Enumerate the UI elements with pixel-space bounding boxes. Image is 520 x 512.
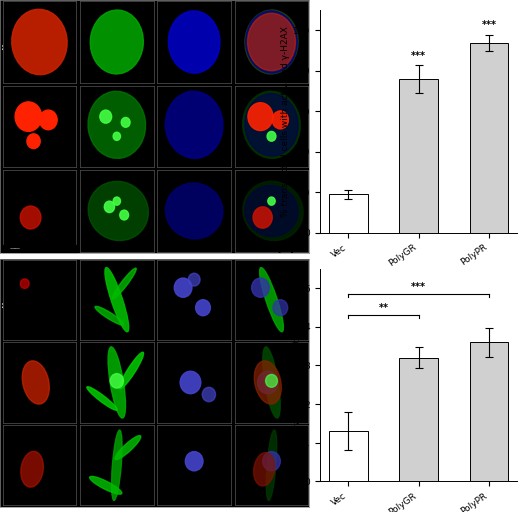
Text: FLAG: FLAG bbox=[29, 8, 49, 14]
Ellipse shape bbox=[259, 268, 283, 332]
Circle shape bbox=[27, 134, 40, 148]
Circle shape bbox=[180, 371, 201, 394]
Circle shape bbox=[120, 210, 128, 220]
Ellipse shape bbox=[243, 91, 300, 158]
Ellipse shape bbox=[95, 306, 124, 325]
Ellipse shape bbox=[254, 453, 275, 486]
Circle shape bbox=[100, 110, 112, 123]
Circle shape bbox=[273, 300, 288, 316]
Ellipse shape bbox=[115, 436, 141, 460]
Ellipse shape bbox=[90, 10, 144, 74]
Circle shape bbox=[20, 279, 29, 288]
Ellipse shape bbox=[245, 11, 297, 73]
Circle shape bbox=[257, 371, 278, 394]
Ellipse shape bbox=[266, 430, 277, 500]
Text: PolyGR: PolyGR bbox=[3, 370, 8, 395]
Y-axis label: % of transfected cells with γ-H2AX: % of transfected cells with γ-H2AX bbox=[293, 296, 302, 454]
Ellipse shape bbox=[254, 361, 281, 404]
Ellipse shape bbox=[245, 10, 298, 74]
Ellipse shape bbox=[168, 11, 220, 73]
Circle shape bbox=[121, 117, 130, 127]
Circle shape bbox=[185, 452, 203, 471]
Text: γ-H2AX: γ-H2AX bbox=[103, 266, 129, 271]
Ellipse shape bbox=[88, 181, 148, 241]
Bar bbox=[329, 431, 368, 481]
Circle shape bbox=[40, 110, 57, 130]
Circle shape bbox=[252, 278, 269, 297]
Text: Poly-PR: Poly-PR bbox=[3, 113, 8, 140]
Ellipse shape bbox=[243, 181, 303, 241]
Text: ***: *** bbox=[482, 20, 497, 31]
Circle shape bbox=[174, 278, 192, 297]
Circle shape bbox=[113, 132, 121, 140]
Text: (c): (c) bbox=[2, 261, 18, 271]
Ellipse shape bbox=[165, 183, 223, 239]
Ellipse shape bbox=[108, 347, 125, 418]
Bar bbox=[329, 195, 368, 233]
Circle shape bbox=[20, 206, 41, 229]
Circle shape bbox=[272, 111, 289, 129]
Text: (b): (b) bbox=[276, 0, 297, 2]
Bar bbox=[470, 342, 509, 481]
Circle shape bbox=[110, 374, 123, 388]
Circle shape bbox=[248, 103, 273, 131]
Ellipse shape bbox=[112, 268, 136, 299]
Circle shape bbox=[113, 197, 121, 205]
Text: (d): (d) bbox=[276, 242, 297, 255]
Ellipse shape bbox=[245, 94, 298, 156]
Text: Poly-GR: Poly-GR bbox=[3, 197, 8, 224]
Circle shape bbox=[268, 197, 275, 205]
Ellipse shape bbox=[105, 268, 129, 332]
Text: MERGE: MERGE bbox=[258, 266, 283, 271]
Text: MERGE: MERGE bbox=[257, 8, 284, 14]
Circle shape bbox=[263, 452, 280, 471]
Ellipse shape bbox=[87, 387, 117, 410]
Ellipse shape bbox=[245, 185, 298, 237]
Ellipse shape bbox=[165, 91, 223, 158]
Ellipse shape bbox=[120, 352, 144, 389]
Text: FLAG: FLAG bbox=[30, 266, 48, 271]
Circle shape bbox=[15, 102, 42, 132]
Ellipse shape bbox=[89, 476, 122, 494]
Bar bbox=[470, 42, 509, 233]
Text: ***: *** bbox=[411, 282, 426, 292]
Text: γ-H2AX: γ-H2AX bbox=[101, 8, 131, 14]
Text: (a): (a) bbox=[2, 3, 19, 12]
Ellipse shape bbox=[21, 452, 43, 487]
Circle shape bbox=[196, 300, 211, 316]
Ellipse shape bbox=[22, 361, 49, 404]
Text: Vec: Vec bbox=[3, 294, 8, 307]
Circle shape bbox=[188, 273, 200, 286]
Circle shape bbox=[253, 207, 272, 228]
Text: ***: *** bbox=[411, 51, 426, 61]
Y-axis label: % transfected cells with activated γ-H2AX: % transfected cells with activated γ-H2A… bbox=[281, 26, 290, 217]
Text: **: ** bbox=[379, 303, 388, 313]
Circle shape bbox=[267, 132, 276, 141]
Ellipse shape bbox=[112, 430, 122, 500]
Ellipse shape bbox=[248, 13, 295, 71]
Text: ——: —— bbox=[10, 246, 21, 251]
Circle shape bbox=[202, 387, 215, 402]
Ellipse shape bbox=[12, 9, 67, 75]
Ellipse shape bbox=[263, 347, 280, 418]
Text: HOECHST: HOECHST bbox=[177, 266, 210, 271]
Ellipse shape bbox=[88, 91, 146, 158]
Text: PolyPR: PolyPR bbox=[3, 453, 8, 477]
Bar bbox=[399, 79, 438, 233]
Text: Vec: Vec bbox=[3, 37, 8, 49]
Circle shape bbox=[105, 201, 114, 212]
Bar bbox=[399, 358, 438, 481]
Text: DAPI: DAPI bbox=[184, 8, 203, 14]
Circle shape bbox=[266, 374, 277, 387]
